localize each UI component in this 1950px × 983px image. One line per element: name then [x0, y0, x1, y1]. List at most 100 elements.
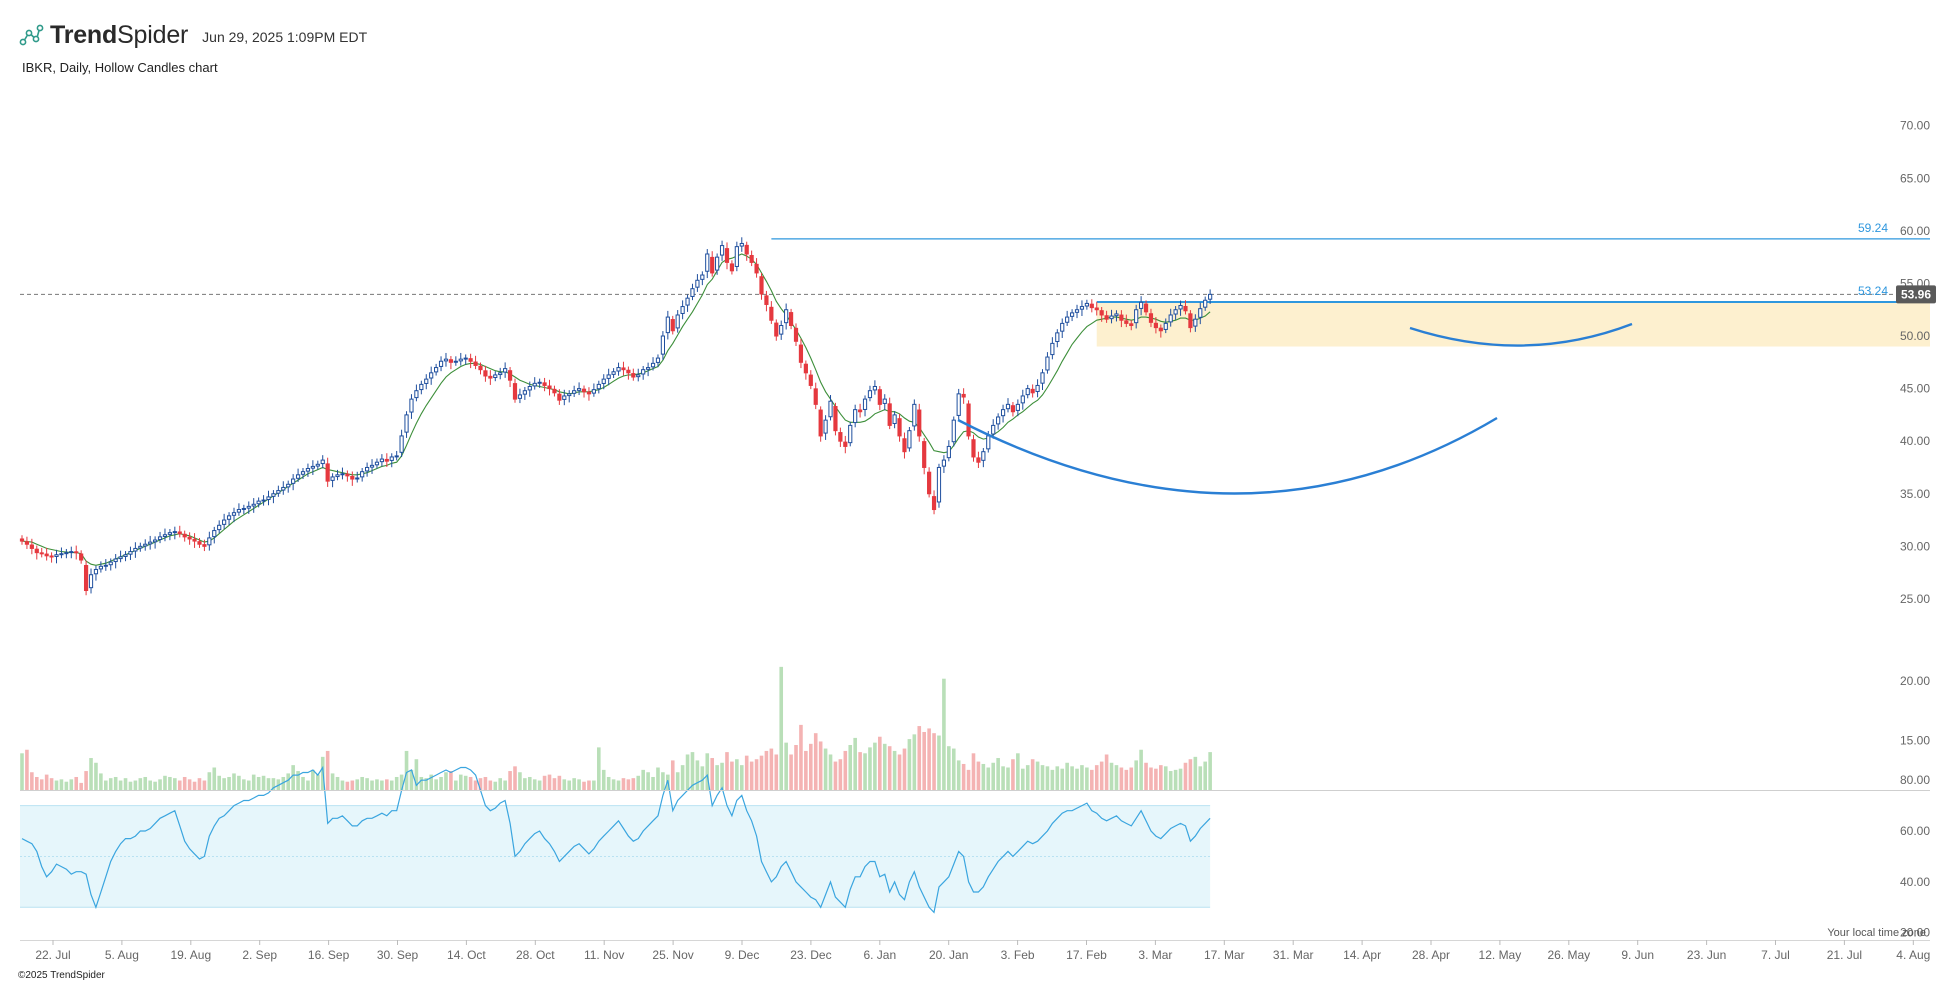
volume-bar — [123, 778, 128, 790]
volume-bar — [365, 778, 369, 790]
candle — [88, 574, 94, 589]
volume-bar — [237, 775, 241, 790]
volume-bar — [325, 750, 330, 790]
volume-bar — [370, 780, 374, 790]
volume-bar — [419, 776, 424, 790]
volume-bar — [394, 776, 399, 790]
volume-bar — [138, 778, 143, 790]
candle — [705, 253, 710, 272]
candle — [177, 531, 182, 535]
volume-bar — [882, 743, 887, 790]
volume-bar — [1045, 766, 1050, 790]
candle — [1208, 293, 1213, 300]
candle — [394, 455, 399, 458]
candle — [123, 554, 128, 557]
volume-bar — [1104, 754, 1109, 790]
x-axis-tick: 26. May — [1547, 948, 1590, 962]
rsi-axis-tick: 80.00 — [1900, 773, 1930, 787]
candle — [749, 255, 754, 263]
x-axis-tick: 17. Feb — [1066, 948, 1107, 962]
volume-bar — [251, 774, 256, 790]
candle — [29, 544, 34, 549]
volume-bar — [848, 745, 853, 790]
candle — [882, 398, 887, 404]
volume-bar — [1188, 759, 1193, 790]
volume-bar — [89, 758, 93, 790]
volume-bar — [794, 745, 798, 790]
candle — [498, 372, 503, 376]
volume-bar — [1109, 762, 1114, 790]
volume-bar — [463, 775, 468, 790]
volume-bar — [542, 775, 547, 790]
level-label-53: 53.24 — [1858, 284, 1888, 298]
volume-bar — [700, 766, 705, 790]
volume-bar — [784, 742, 788, 790]
x-axis-tick: 22. Jul — [35, 948, 70, 962]
candle — [1158, 327, 1163, 332]
candle — [291, 478, 296, 484]
volume-bar — [779, 666, 784, 790]
candle — [414, 390, 419, 399]
volume-bar — [1119, 767, 1124, 790]
x-axis-tick: 19. Aug — [170, 948, 211, 962]
candle — [24, 541, 30, 545]
volume-bar — [1085, 767, 1089, 790]
volume-bar — [1065, 762, 1069, 790]
volume-bar — [242, 779, 246, 790]
candle — [458, 358, 463, 362]
candle — [892, 414, 897, 425]
candle — [616, 367, 621, 372]
candle — [966, 403, 971, 437]
rsi-band — [20, 805, 1211, 908]
sma-layer — [21, 253, 1211, 566]
candle — [1005, 403, 1011, 410]
volume-bar — [187, 779, 192, 790]
volume-bar — [49, 778, 54, 790]
volume-bar — [227, 776, 231, 790]
volume-bar — [537, 780, 542, 790]
volume-bar — [1144, 762, 1148, 790]
x-axis-tick: 31. Mar — [1273, 948, 1314, 962]
volume-bar — [291, 765, 295, 790]
volume-bar — [1208, 752, 1212, 790]
candle — [833, 406, 838, 432]
candle — [843, 441, 848, 447]
candle — [936, 466, 942, 503]
candle — [1035, 384, 1040, 392]
volume-bar — [636, 775, 641, 790]
volume-bar — [84, 771, 88, 790]
volume-bar — [1011, 759, 1015, 790]
candle — [409, 398, 414, 413]
volume-bar — [69, 779, 74, 790]
volume-bar — [360, 776, 364, 790]
candle — [54, 554, 59, 557]
volume-bar — [25, 749, 29, 790]
candle — [665, 316, 670, 334]
volume-bar — [182, 776, 187, 790]
candle — [389, 456, 394, 461]
volume-bar — [532, 779, 537, 790]
candle — [1040, 372, 1045, 384]
candle — [941, 459, 947, 467]
candle — [1000, 409, 1006, 417]
volume-bar — [217, 775, 221, 790]
candle — [996, 416, 1001, 425]
candle — [991, 424, 996, 435]
x-axis-tick: 14. Oct — [447, 948, 486, 962]
candle — [858, 409, 863, 413]
candle — [1050, 342, 1055, 356]
candle — [848, 424, 853, 444]
volume-bar — [163, 775, 167, 790]
candle — [64, 552, 69, 555]
price-axis-tick: 25.00 — [1900, 592, 1930, 606]
current-price-badge — [1896, 285, 1936, 304]
volume-bar — [749, 761, 754, 790]
volume-bar — [207, 772, 212, 790]
candle — [98, 565, 103, 570]
candle — [113, 558, 118, 563]
volume-bar — [59, 779, 64, 790]
x-axis-tick: 23. Dec — [790, 948, 831, 962]
volume-bar — [202, 780, 207, 790]
volume-bar — [488, 780, 493, 790]
